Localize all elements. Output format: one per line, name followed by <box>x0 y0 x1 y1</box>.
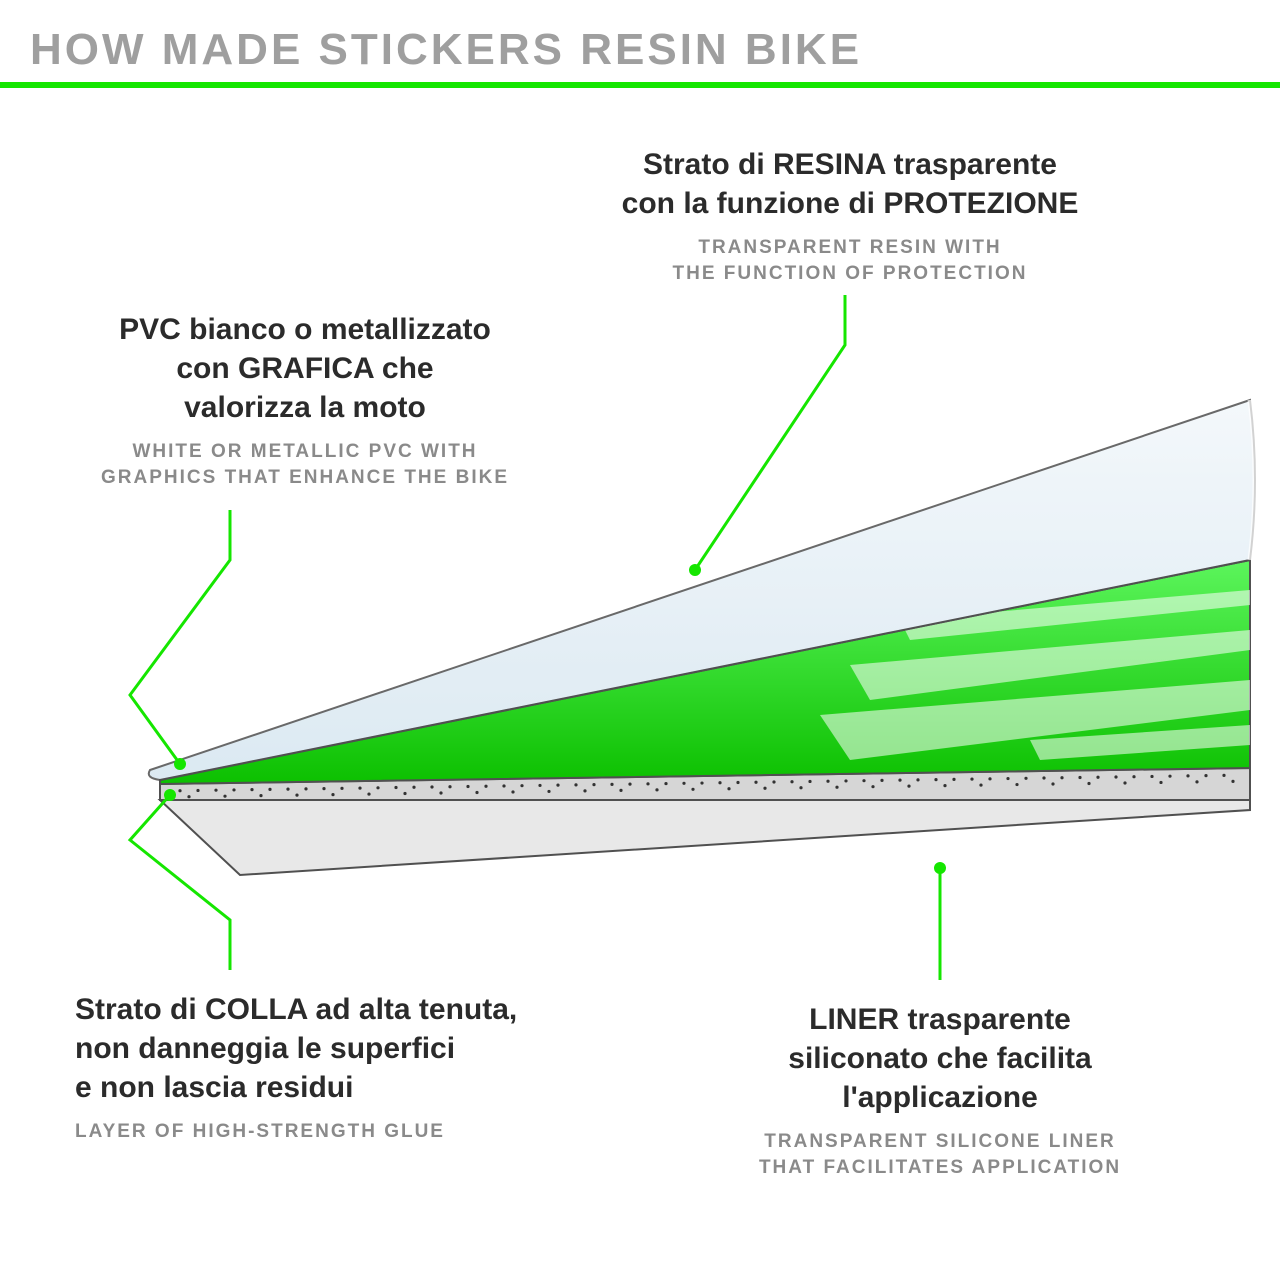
leader-dot-liner <box>934 862 946 874</box>
leader-dot-resin <box>689 564 701 576</box>
leader-resin <box>695 295 845 570</box>
leader-pvc <box>130 510 230 764</box>
leader-dot-pvc <box>174 758 186 770</box>
leader-dot-glue <box>164 789 176 801</box>
sticker-diagram <box>0 0 1280 1280</box>
layer-liner <box>160 800 1250 875</box>
